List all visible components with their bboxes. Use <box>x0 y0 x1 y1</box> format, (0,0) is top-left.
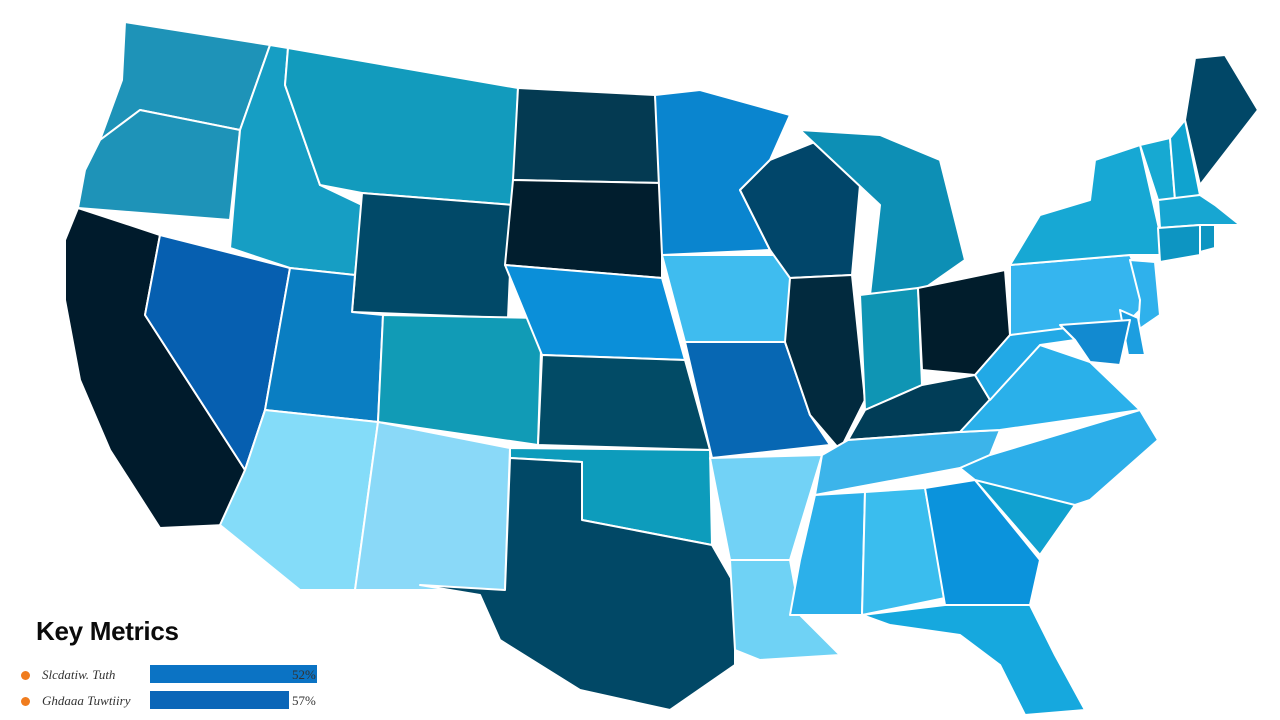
metric-bar <box>150 691 289 709</box>
metric-bar-track <box>150 691 330 709</box>
state-colorado[interactable] <box>377 314 543 446</box>
state-montana[interactable] <box>284 47 519 206</box>
metric-row: Ghdaaa Tuwtiiry 57% <box>21 689 364 715</box>
state-oregon[interactable] <box>77 109 241 221</box>
metric-value: 52% <box>292 667 316 682</box>
state-kansas[interactable] <box>537 354 711 451</box>
state-massachusetts[interactable] <box>1157 194 1241 229</box>
state-louisiana[interactable] <box>729 559 841 661</box>
state-maine[interactable] <box>1184 54 1259 186</box>
bullet-dot-icon <box>21 697 30 706</box>
metric-label: Slcdatiw. Tuth <box>42 667 116 682</box>
state-georgia[interactable] <box>924 479 1041 606</box>
state-north-carolina[interactable] <box>959 409 1159 506</box>
state-texas[interactable] <box>419 457 736 711</box>
metric-bar <box>150 665 318 683</box>
state-michigan[interactable] <box>799 129 966 296</box>
state-new-jersey[interactable] <box>1129 259 1161 331</box>
state-wyoming[interactable] <box>351 192 514 319</box>
state-rhode-island[interactable] <box>1199 224 1216 253</box>
state-connecticut[interactable] <box>1157 224 1201 263</box>
state-mississippi[interactable] <box>789 491 866 616</box>
state-new-york[interactable] <box>1009 144 1166 266</box>
key-metrics-title: Key Metrics <box>36 616 179 646</box>
state-south-dakota[interactable] <box>504 179 663 279</box>
state-iowa[interactable] <box>661 254 801 343</box>
state-new-mexico[interactable] <box>354 421 511 591</box>
state-north-dakota[interactable] <box>512 87 663 184</box>
state-missouri[interactable] <box>684 341 831 459</box>
metric-label: Ghdaaa Tuwtiiry <box>42 693 131 708</box>
state-maryland[interactable] <box>1059 319 1131 366</box>
state-florida[interactable] <box>861 604 1086 716</box>
bullet-dot-icon <box>21 671 30 680</box>
metric-value: 57% <box>292 693 316 708</box>
state-tennessee[interactable] <box>814 429 1001 496</box>
key-metrics-panel: Key Metrics Slcdatiw. Tuth 52% Ghdaaa Tu… <box>21 616 364 715</box>
metric-row: Slcdatiw. Tuth 52% <box>21 663 364 689</box>
metric-bar-track <box>150 665 330 683</box>
